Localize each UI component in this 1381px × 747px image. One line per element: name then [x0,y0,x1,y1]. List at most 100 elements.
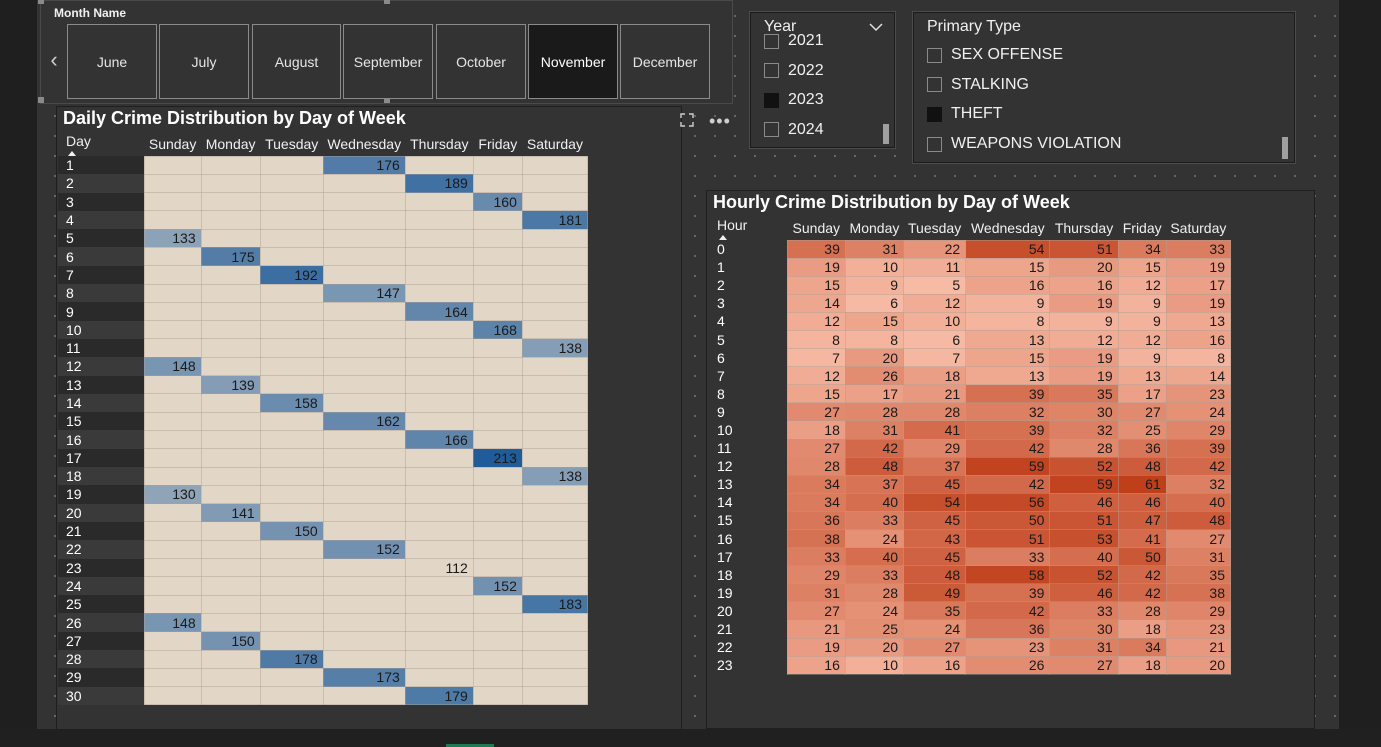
column-header-tuesday[interactable]: Tuesday [265,136,319,153]
month-button-august[interactable]: August [252,24,341,99]
table-cell [521,301,589,322]
checkbox[interactable] [927,106,942,122]
column-header-monday[interactable]: Monday [205,136,256,153]
table-cell [404,320,474,340]
table-cell [472,210,523,230]
month-button-november[interactable]: November [528,24,618,99]
month-button-label: November [540,53,606,70]
column-header-saturday[interactable]: Saturday [1170,220,1227,237]
more-options-icon[interactable]: ••• [709,111,731,131]
table-row: 20 141 [58,503,589,523]
primary-type-scrollbar[interactable] [1282,137,1288,159]
column-header-friday[interactable]: Friday [1122,220,1162,237]
row-label: 1 [717,259,725,276]
checkbox[interactable] [764,63,779,78]
table-cell: 33 [844,565,905,585]
sort-ascending-icon[interactable] [719,235,727,240]
table-cell: 138 [521,338,589,358]
table-cell [259,631,324,651]
table-cell: 27 [1165,528,1232,549]
table-cell [404,649,474,669]
month-button-october[interactable]: October [436,24,526,99]
chevron-left-icon[interactable]: ‹ [50,47,58,72]
table-cell [521,484,589,505]
table-cell: 20 [844,348,905,368]
column-header-wednesday[interactable]: Wednesday [327,136,402,153]
table-cell [200,594,261,614]
year-option-2024[interactable]: 2024 [764,119,824,141]
focus-mode-icon[interactable] [680,113,694,132]
column-header-thursday[interactable]: Thursday [1054,220,1114,237]
primary-type-option[interactable]: STALKING [927,74,1029,96]
table-cell: 28 [903,402,967,422]
primary-type-option[interactable]: SEX OFFENSE [927,44,1063,66]
chevron-down-icon[interactable] [869,22,883,32]
table-cell [322,503,406,523]
table-cell: 26 [965,655,1051,675]
month-button-june[interactable]: June [67,24,157,99]
row-header-day[interactable]: Day [58,133,144,156]
column-header-tuesday[interactable]: Tuesday [908,220,962,237]
table-cell: 168 [472,320,523,340]
table-cell: 33 [965,547,1051,567]
table-cell [143,521,202,541]
table-cell: 42 [965,438,1051,458]
year-option-2022[interactable]: 2022 [764,60,824,82]
row-header-hour[interactable]: Hour [709,217,787,240]
table-cell: 32 [965,402,1051,422]
table-cell: 46 [1049,583,1119,603]
table-cell [404,155,474,175]
month-button-december[interactable]: December [620,24,710,99]
table-cell [521,393,589,413]
year-option-2023[interactable]: 2023 [764,89,824,111]
column-header-thursday[interactable]: Thursday [410,136,469,153]
table-cell [404,448,474,468]
table-cell [200,667,261,688]
table-cell [472,558,523,578]
row-header-label: Hour [717,217,748,233]
resize-handle[interactable] [384,0,390,4]
checkbox[interactable] [927,136,942,152]
table-cell: 32 [1049,420,1119,440]
table-cell [143,155,202,175]
table-row: 11 138 [58,338,589,358]
checkbox[interactable] [764,92,779,108]
table-cell [259,228,324,248]
checkbox[interactable] [764,33,779,49]
table-cell [404,503,474,523]
column-header-sunday[interactable]: Sunday [148,136,197,153]
table-cell: 138 [521,466,589,486]
row-label: 5 [717,331,725,348]
table-cell: 10 [844,655,905,675]
primary-type-option[interactable]: THEFT [927,103,1003,125]
row-label: 12 [58,357,145,376]
table-cell [472,667,523,688]
month-button-july[interactable]: July [159,24,249,99]
checkbox[interactable] [927,47,942,63]
table-row: 7 192 [58,265,589,285]
year-list: 2021 2022 2023 2024 [751,33,881,145]
month-button-september[interactable]: September [343,24,433,99]
column-header-friday[interactable]: Friday [478,136,518,153]
table-cell: 24 [1165,402,1232,422]
sort-ascending-icon[interactable] [68,151,76,156]
table-cell [200,301,261,322]
resize-handle[interactable] [38,0,44,4]
resize-handle[interactable] [38,97,44,103]
column-header-wednesday[interactable]: Wednesday [970,220,1045,237]
table-cell: 13 [1117,366,1167,386]
table-cell: 50 [965,510,1051,531]
primary-type-option[interactable]: WEAPONS VIOLATION [927,133,1121,155]
column-header-monday[interactable]: Monday [849,220,900,237]
year-option-2021[interactable]: 2021 [764,33,824,52]
column-header-sunday[interactable]: Sunday [792,220,841,237]
table-cell: 15 [844,311,905,331]
resize-handle[interactable] [384,97,390,103]
table-cell: 51 [1049,239,1119,259]
year-option-label: 2022 [788,61,824,79]
year-scrollbar[interactable] [883,124,889,144]
table-cell [404,667,474,688]
checkbox[interactable] [764,122,779,137]
checkbox[interactable] [927,77,942,93]
column-header-saturday[interactable]: Saturday [526,136,583,153]
